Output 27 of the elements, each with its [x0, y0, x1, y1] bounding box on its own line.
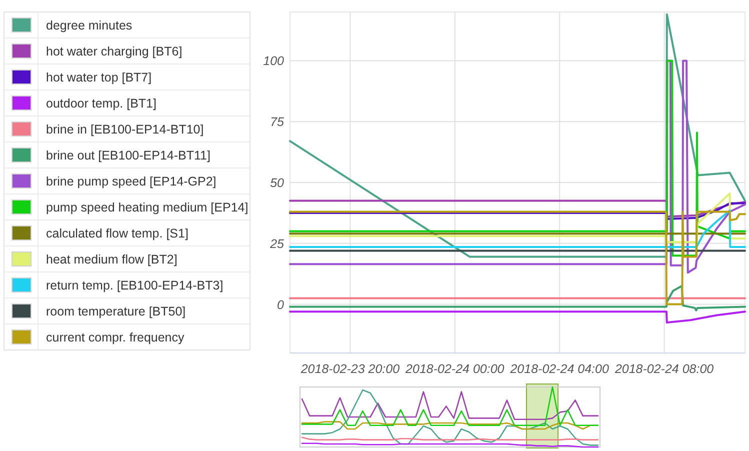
legend-label: current compr. frequency: [46, 330, 186, 344]
legend-label: degree minutes: [46, 18, 132, 32]
legend-label: brine pump speed [EP14-GP2]: [46, 174, 216, 188]
legend-label: hot water charging [BT6]: [46, 44, 182, 58]
legend-label: return temp. [EB100-EP14-BT3]: [46, 278, 224, 292]
legend-label: hot water top [BT7]: [46, 70, 152, 84]
line-series: [289, 192, 746, 244]
legend-label: room temperature [BT50]: [46, 304, 186, 318]
legend-label: brine out [EB100-EP14-BT11]: [46, 148, 210, 162]
line-series: [289, 210, 746, 248]
legend-label: pump speed heating medium [EP14]: [46, 200, 248, 214]
legend-label: calculated flow temp. [S1]: [46, 226, 188, 240]
line-series: [289, 310, 746, 324]
x-tick-label: 2018-02-24 04:00: [509, 362, 609, 376]
line-series: [289, 210, 746, 306]
x-tick-label: 2018-02-24 08:00: [614, 362, 714, 376]
legend-label: outdoor temp. [BT1]: [46, 96, 156, 110]
y-tick-label: 25: [269, 236, 284, 251]
y-tick-label: 0: [277, 298, 284, 312]
x-tick-label: 2018-02-24 00:00: [404, 362, 504, 376]
legend-label: brine in [EB100-EP14-BT10]: [46, 122, 204, 136]
x-tick-label: 2018-02-23 20:00: [300, 362, 400, 376]
y-tick-label: 50: [270, 176, 284, 190]
y-tick-label: 75: [270, 115, 284, 130]
y-tick-label: 100: [263, 54, 284, 68]
legend-label: heat medium flow [BT2]: [46, 252, 178, 266]
line-series: [289, 285, 746, 312]
